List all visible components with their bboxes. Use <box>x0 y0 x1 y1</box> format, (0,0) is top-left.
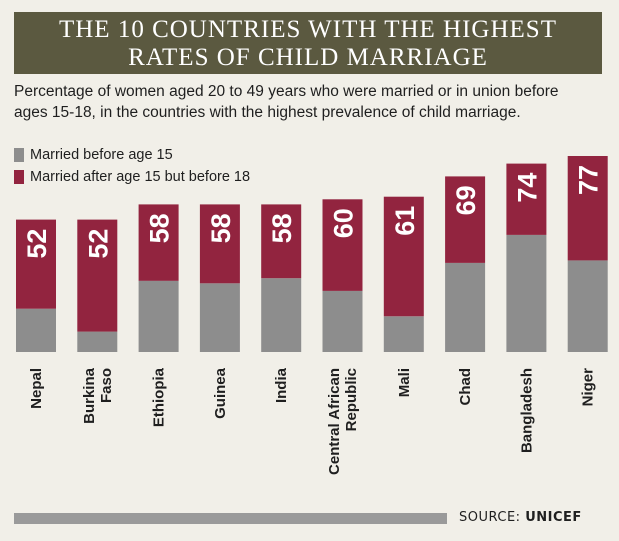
category-label-line: Niger <box>580 368 597 407</box>
bar-group-burkina-faso: 52 BurkinaFaso <box>77 219 118 424</box>
chart-subtitle: Percentage of women aged 20 to 49 years … <box>14 81 614 123</box>
value-label-bangladesh: 74 <box>512 173 542 203</box>
value-label-niger: 77 <box>574 165 604 195</box>
value-label-central-african-republic: 60 <box>329 208 359 238</box>
category-label-bangladesh: Bangladesh <box>518 368 535 453</box>
category-label-chad: Chad <box>457 368 474 406</box>
source-credit: SOURCE: UNICEF <box>459 510 582 525</box>
value-label-burkina-faso: 52 <box>83 229 113 259</box>
category-label-ethiopia: Ethiopia <box>151 367 168 427</box>
category-label-line: Faso <box>98 368 115 403</box>
category-label-mali: Mali <box>396 368 413 397</box>
legend-item-before-18: Married after age 15 but before 18 <box>14 166 250 188</box>
bar-group-niger: 77 Niger <box>567 156 608 407</box>
bar-chart: 52Nepal52BurkinaFaso58Ethiopia58Guinea58… <box>16 156 608 475</box>
bar-bangladesh-before-18 <box>506 163 547 235</box>
bar-group-nepal: 52 Nepal <box>16 219 56 409</box>
bar-mali-before-18 <box>383 196 424 317</box>
chart-title-line-1: THE 10 COUNTRIES WITH THE HIGHEST <box>58 16 557 43</box>
bar-nepal-before-15 <box>16 308 56 352</box>
bar-guinea-before-15 <box>199 283 240 352</box>
bar-niger-before-18 <box>567 156 608 261</box>
bar-india-before-18 <box>261 204 302 279</box>
category-label-line: Burkina <box>81 367 98 424</box>
chart-title-line-2: RATES OF CHILD MARRIAGE <box>128 44 488 71</box>
legend-swatch-before-15 <box>14 148 24 162</box>
legend-label-before-15: Married before age 15 <box>30 147 173 163</box>
bar-nepal-before-18 <box>16 219 56 309</box>
bar-mali-before-15 <box>383 316 424 352</box>
bar-ethiopia-before-15 <box>138 280 179 352</box>
category-label-india: India <box>273 367 290 403</box>
category-label-guinea: Guinea <box>212 367 229 419</box>
bar-india-before-15 <box>261 278 302 352</box>
subtitle-line-1: Percentage of women aged 20 to 49 years … <box>14 83 559 100</box>
bar-group-guinea: 58 Guinea <box>199 204 240 419</box>
bar-group-bangladesh: 74 Bangladesh <box>506 163 547 453</box>
category-label-line: Republic <box>343 368 360 431</box>
bar-group-ethiopia: 58 Ethiopia <box>138 204 179 427</box>
category-label-line: Chad <box>457 368 474 406</box>
bar-burkina-faso-before-18 <box>77 219 118 332</box>
category-label-line: Nepal <box>28 368 45 409</box>
category-label-line: Mali <box>396 368 413 397</box>
subtitle-line-2: ages 15-18, in the countries with the hi… <box>14 104 521 121</box>
value-label-nepal: 52 <box>22 229 52 259</box>
bar-group-mali: 61 Mali <box>383 196 424 397</box>
legend-swatch-before-18 <box>14 170 24 184</box>
source-name: UNICEF <box>525 510 582 525</box>
source-rule <box>14 513 447 524</box>
category-label-niger: Niger <box>580 368 597 407</box>
bar-central-african-republic-before-18 <box>322 199 363 291</box>
bar-burkina-faso-before-15 <box>77 331 118 352</box>
bar-niger-before-15 <box>567 260 608 352</box>
value-label-india: 58 <box>267 213 297 243</box>
chart-legend: Married before age 15 Married after age … <box>14 144 250 188</box>
bar-chad-before-15 <box>445 262 486 352</box>
source-label: SOURCE: <box>459 510 521 525</box>
legend-item-before-15: Married before age 15 <box>14 144 250 166</box>
bar-guinea-before-18 <box>199 204 240 284</box>
bar-bangladesh-before-15 <box>506 234 547 352</box>
category-label-line: India <box>273 367 290 403</box>
category-label-burkina-faso: BurkinaFaso <box>81 367 115 424</box>
value-label-chad: 69 <box>451 185 481 215</box>
value-label-ethiopia: 58 <box>145 213 175 243</box>
category-label-line: Central African <box>326 368 343 475</box>
category-label-line: Ethiopia <box>151 367 168 427</box>
value-label-mali: 61 <box>390 206 420 236</box>
bar-central-african-republic-before-15 <box>322 290 363 352</box>
chart-title: THE 10 COUNTRIES WITH THE HIGHEST RATES … <box>14 12 602 74</box>
category-label-central-african-republic: Central AfricanRepublic <box>326 368 360 475</box>
bar-chad-before-18 <box>445 176 486 263</box>
bar-ethiopia-before-18 <box>138 204 179 281</box>
category-label-line: Guinea <box>212 367 229 419</box>
bar-group-central-african-republic: 60 Central AfricanRepublic <box>322 199 363 475</box>
value-label-guinea: 58 <box>206 213 236 243</box>
bar-group-india: 58 India <box>261 204 302 403</box>
category-label-line: Bangladesh <box>518 368 535 453</box>
bar-group-chad: 69 Chad <box>445 176 486 406</box>
category-label-nepal: Nepal <box>28 368 45 409</box>
legend-label-before-18: Married after age 15 but before 18 <box>30 169 251 185</box>
